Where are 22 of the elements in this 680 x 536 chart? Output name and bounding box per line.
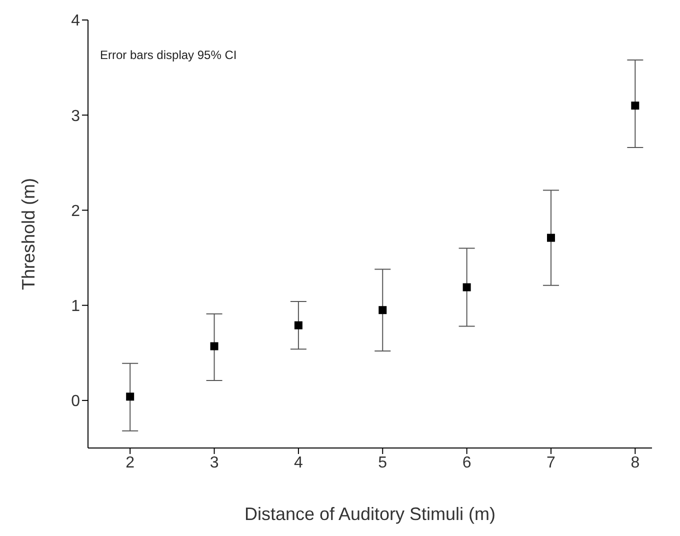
- point: [631, 102, 640, 110]
- x-tick-label: 4: [294, 454, 303, 472]
- x-tick-label: 6: [462, 454, 472, 472]
- point: [378, 306, 387, 314]
- point: [210, 342, 218, 350]
- x-tick-label: 8: [630, 454, 640, 472]
- y-tick-label: 0: [71, 393, 80, 410]
- point: [546, 234, 555, 242]
- x-axis-title: Distance of Auditory Stimuli (m): [244, 504, 496, 524]
- x-tick-label: 3: [210, 454, 219, 472]
- x-tick-label: 7: [546, 454, 556, 472]
- y-tick-label: 4: [71, 12, 80, 30]
- x-tick-label: 2: [126, 454, 135, 472]
- point: [294, 321, 302, 330]
- annotation: Error bars display 95% CI: [100, 48, 237, 62]
- x-tick-label: 5: [378, 454, 388, 472]
- y-tick-label: 3: [71, 108, 80, 125]
- y-tick-label: 2: [71, 202, 80, 220]
- y-tick-label: 1: [71, 298, 80, 316]
- point: [126, 392, 134, 401]
- y-axis-title: Threshold (m): [18, 178, 38, 290]
- point: [462, 283, 471, 292]
